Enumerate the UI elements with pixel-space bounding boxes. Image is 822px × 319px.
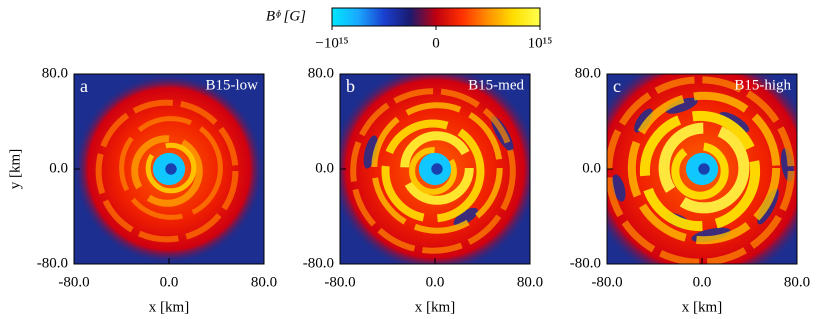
heatmap-swirl <box>145 142 197 194</box>
heatmap-patch <box>665 97 698 114</box>
x-tick-label: 80.0 <box>251 274 277 290</box>
y-tick-label: -80.0 <box>303 255 334 271</box>
heatmap-swirl <box>639 110 761 232</box>
heatmap-core-inner <box>698 163 710 175</box>
heatmap-swirl <box>95 99 239 243</box>
heatmap-core-inner <box>431 163 443 175</box>
panel-title: B15-low <box>206 77 259 93</box>
heatmap-swirl <box>409 147 457 195</box>
y-tick-label: 80.0 <box>42 65 68 81</box>
heatmap-swirl <box>607 76 795 264</box>
x-tick-label: 0.0 <box>160 274 179 290</box>
y-tick-label: 80.0 <box>575 65 601 81</box>
heatmap-patch <box>453 207 478 227</box>
colorbar-tick-label: 0 <box>432 35 440 51</box>
x-tick-label: -80.0 <box>324 274 355 290</box>
heatmap-swirl <box>400 131 474 205</box>
x-axis-label: x [km] <box>149 299 189 315</box>
x-tick-label: 0.0 <box>693 274 712 290</box>
heatmap-core-inner <box>165 163 177 175</box>
y-axis-label: y [km] <box>7 149 23 189</box>
heatmap-swirl <box>131 135 203 207</box>
panel-letter: c <box>613 76 621 96</box>
colorbar-label: Bᶲ [G] <box>266 8 306 24</box>
heatmap <box>607 74 797 264</box>
colorbar-tick-label: −10¹⁵ <box>315 35 348 51</box>
x-tick-label: 80.0 <box>517 274 543 290</box>
heatmap-swirl <box>350 88 516 254</box>
heatmap-swirl <box>627 91 781 245</box>
heatmap-swirl <box>119 116 223 220</box>
heatmap-swirl <box>671 142 729 200</box>
colorbar-tick-label: 10¹⁵ <box>528 35 553 51</box>
x-tick-label: 80.0 <box>784 274 810 290</box>
x-axis-label: x [km] <box>415 299 455 315</box>
x-axis-label: x [km] <box>682 299 722 315</box>
y-tick-label: 0.0 <box>49 160 68 176</box>
panel-letter: a <box>80 76 88 96</box>
heatmap <box>340 74 530 264</box>
heatmap-swirl <box>381 119 485 223</box>
x-tick-label: 0.0 <box>426 274 445 290</box>
colorbar <box>331 7 541 27</box>
x-tick-label: -80.0 <box>591 274 622 290</box>
heatmap-patch <box>634 108 653 133</box>
y-tick-label: -80.0 <box>37 255 68 271</box>
y-tick-label: 0.0 <box>582 160 601 176</box>
y-tick-label: 0.0 <box>315 160 334 176</box>
x-tick-label: -80.0 <box>58 274 89 290</box>
panel-letter: b <box>346 76 355 96</box>
panel-title: B15-med <box>468 77 524 93</box>
y-tick-label: 80.0 <box>308 65 334 81</box>
panel-title: B15-high <box>734 77 791 93</box>
heatmap-swirl <box>658 122 750 214</box>
heatmap-swirl <box>371 102 503 234</box>
y-tick-label: -80.0 <box>570 255 601 271</box>
heatmap <box>74 74 264 264</box>
